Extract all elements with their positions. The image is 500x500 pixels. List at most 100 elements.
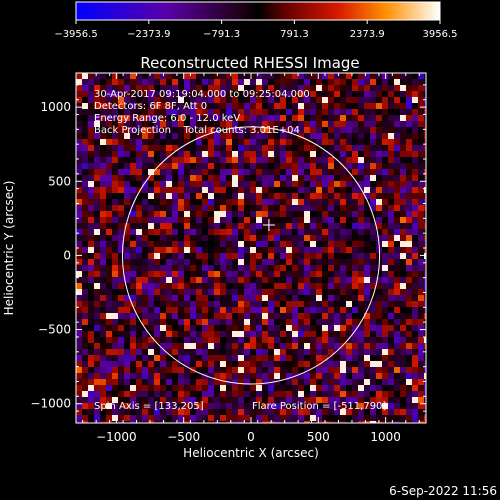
heatmap-pixel <box>394 193 400 199</box>
heatmap-pixel <box>202 421 208 423</box>
heatmap-pixel <box>196 127 202 133</box>
heatmap-pixel <box>226 103 232 109</box>
heatmap-pixel <box>304 217 310 223</box>
heatmap-pixel <box>340 295 346 301</box>
heatmap-pixel <box>208 301 214 307</box>
heatmap-pixel <box>352 217 358 223</box>
heatmap-pixel <box>346 133 352 139</box>
heatmap-pixel <box>94 181 100 187</box>
heatmap-pixel <box>358 301 364 307</box>
heatmap-pixel <box>370 301 376 307</box>
heatmap-pixel <box>106 175 112 181</box>
heatmap-pixel <box>400 151 406 157</box>
heatmap-pixel <box>358 415 364 421</box>
heatmap-pixel <box>124 259 130 265</box>
heatmap-pixel <box>82 409 88 415</box>
heatmap-pixel <box>370 157 376 163</box>
heatmap-pixel <box>196 337 202 343</box>
heatmap-pixel <box>340 373 346 379</box>
heatmap-pixel <box>160 235 166 241</box>
heatmap-pixel <box>136 283 142 289</box>
heatmap-pixel <box>226 319 232 325</box>
heatmap-pixel <box>184 79 190 85</box>
heatmap-pixel <box>274 157 280 163</box>
heatmap-pixel <box>112 361 118 367</box>
heatmap-pixel <box>142 301 148 307</box>
heatmap-pixel <box>214 313 220 319</box>
heatmap-pixel <box>268 229 274 235</box>
heatmap-pixel <box>100 301 106 307</box>
heatmap-pixel <box>328 253 334 259</box>
heatmap-pixel <box>250 109 256 115</box>
heatmap-pixel <box>94 139 100 145</box>
heatmap-pixel <box>268 331 274 337</box>
heatmap-pixel <box>274 151 280 157</box>
heatmap-pixel <box>106 409 112 415</box>
heatmap-pixel <box>268 157 274 163</box>
heatmap-pixel <box>382 199 388 205</box>
heatmap-pixel <box>334 199 340 205</box>
heatmap-pixel <box>268 115 274 121</box>
heatmap-pixel <box>340 211 346 217</box>
heatmap-pixel <box>328 229 334 235</box>
heatmap-pixel <box>100 319 106 325</box>
heatmap-pixel <box>376 301 382 307</box>
heatmap-pixel <box>238 205 244 211</box>
heatmap-pixel <box>142 343 148 349</box>
heatmap-pixel <box>136 223 142 229</box>
heatmap-pixel <box>352 139 358 145</box>
heatmap-pixel <box>262 355 268 361</box>
heatmap-pixel <box>172 325 178 331</box>
heatmap-pixel <box>232 169 238 175</box>
heatmap-pixel <box>130 295 136 301</box>
heatmap-pixel <box>196 283 202 289</box>
heatmap-pixel <box>148 301 154 307</box>
heatmap-pixel <box>334 247 340 253</box>
heatmap-pixel <box>196 109 202 115</box>
heatmap-pixel <box>214 265 220 271</box>
heatmap-pixel <box>82 169 88 175</box>
heatmap-pixel <box>424 157 426 163</box>
heatmap-pixel <box>106 325 112 331</box>
heatmap-pixel <box>220 181 226 187</box>
heatmap-pixel <box>142 331 148 337</box>
heatmap-pixel <box>268 217 274 223</box>
x-tick-label: 500 <box>307 430 330 444</box>
heatmap-pixel <box>88 391 94 397</box>
heatmap-pixel <box>286 247 292 253</box>
heatmap-pixel <box>304 331 310 337</box>
heatmap-pixel <box>304 235 310 241</box>
heatmap-pixel <box>82 241 88 247</box>
heatmap-pixel <box>76 229 82 235</box>
heatmap-pixel <box>244 385 250 391</box>
heatmap-pixel <box>298 187 304 193</box>
heatmap-pixel <box>388 121 394 127</box>
heatmap-pixel <box>388 421 394 423</box>
heatmap-pixel <box>142 145 148 151</box>
heatmap-pixel <box>166 367 172 373</box>
heatmap-pixel <box>148 229 154 235</box>
heatmap-pixel <box>172 265 178 271</box>
heatmap-pixel <box>100 343 106 349</box>
heatmap-pixel <box>394 205 400 211</box>
heatmap-pixel <box>112 301 118 307</box>
heatmap-pixel <box>196 217 202 223</box>
heatmap-pixel <box>370 265 376 271</box>
heatmap-pixel <box>112 415 118 421</box>
heatmap-pixel <box>352 361 358 367</box>
heatmap-pixel <box>310 391 316 397</box>
heatmap-pixel <box>370 319 376 325</box>
heatmap-pixel <box>184 313 190 319</box>
heatmap-pixel <box>124 133 130 139</box>
heatmap-pixel <box>250 85 256 91</box>
heatmap-pixel <box>238 91 244 97</box>
heatmap-pixel <box>382 283 388 289</box>
heatmap-pixel <box>394 163 400 169</box>
heatmap-pixel <box>196 187 202 193</box>
heatmap-pixel <box>334 307 340 313</box>
heatmap-pixel <box>220 265 226 271</box>
heatmap-pixel <box>196 343 202 349</box>
heatmap-pixel <box>238 193 244 199</box>
heatmap-pixel <box>418 211 424 217</box>
heatmap-pixel <box>106 361 112 367</box>
